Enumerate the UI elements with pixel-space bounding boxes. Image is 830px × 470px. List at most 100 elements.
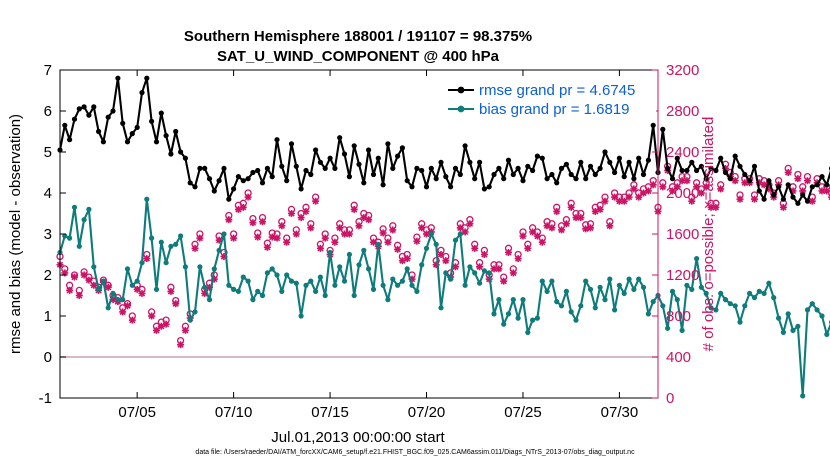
obs-assimilated-marker (152, 326, 160, 334)
rmse-point (428, 165, 434, 171)
rmse-point (761, 196, 767, 202)
obs-assimilated-marker (138, 289, 146, 297)
rmse-point (472, 176, 478, 182)
rmse-point (713, 167, 719, 174)
right-tick-label: 3200 (666, 62, 699, 79)
rmse-point (438, 159, 444, 165)
bias-point (505, 311, 512, 317)
rmse-point (824, 182, 830, 188)
rmse-point (486, 184, 492, 190)
bias-point (626, 276, 632, 282)
bias-point (698, 284, 705, 290)
obs-assimilated-marker (683, 177, 691, 185)
obs-assimilated-marker (162, 320, 170, 328)
rmse-point (231, 186, 237, 192)
bias-point (684, 282, 690, 288)
bias-point (182, 264, 188, 270)
rmse-point (308, 171, 314, 178)
bias-point (428, 231, 434, 237)
bias-point (549, 278, 555, 284)
bias-point (486, 270, 492, 276)
legend: rmse grand pr = 4.6745 bias grand pr = 1… (438, 77, 656, 121)
rmse-point (597, 165, 603, 171)
bias-point (477, 280, 483, 286)
chart-subtitle: SAT_U_WIND_COMPONENT @ 400 hPa (217, 48, 500, 65)
rmse-point (631, 176, 637, 182)
bias-point (660, 303, 666, 309)
bias-point (327, 249, 333, 256)
rmse-point (505, 157, 512, 163)
bias-point (308, 278, 314, 284)
rmse-point (771, 192, 777, 198)
bias-point (356, 262, 362, 268)
obs-assimilated-marker (177, 341, 185, 349)
bias-point (211, 266, 217, 272)
bias-point (621, 290, 627, 296)
bias-point (722, 297, 729, 303)
bias-point (96, 286, 102, 292)
bias-point (395, 282, 401, 288)
rmse-point (814, 182, 820, 188)
bias-point (178, 233, 184, 239)
obs-assimilated-marker (630, 185, 638, 193)
rmse-point (332, 165, 338, 171)
bias-point (129, 282, 135, 288)
rmse-point (558, 165, 565, 171)
bias-point (751, 295, 758, 301)
obs-assimilated-marker (104, 283, 112, 291)
obs-assimilated-marker (760, 181, 768, 189)
rmse-point (607, 159, 613, 165)
rmse-point (462, 143, 468, 149)
rmse-point (737, 163, 743, 169)
obs-assimilated-marker (784, 169, 792, 176)
bias-point (163, 260, 169, 266)
rmse-point (563, 161, 570, 167)
rmse-point (530, 167, 536, 174)
obs-assimilated-marker (307, 224, 315, 232)
bias-point (650, 299, 656, 305)
rmse-point (361, 180, 367, 186)
rmse-point (496, 165, 502, 171)
bias-point (284, 272, 290, 278)
bias-point (240, 274, 246, 280)
rmse-point (660, 126, 666, 132)
obs-assimilated-marker (451, 263, 459, 271)
rmse-point (448, 184, 454, 190)
obs-assimilated-marker (302, 207, 310, 215)
rmse-point (703, 176, 709, 182)
obs-assimilated-marker (75, 292, 83, 299)
rmse-point (81, 104, 87, 110)
rmse-point (385, 141, 391, 147)
rmse-point (192, 184, 198, 190)
bias-point (197, 264, 203, 270)
bias-point (578, 303, 584, 309)
rmse-point (110, 108, 116, 114)
rmse-point (790, 194, 796, 200)
obs-assimilated-marker (225, 216, 233, 224)
bias-point (341, 278, 348, 284)
left-tick-label: 2 (44, 267, 52, 284)
rmse-point (515, 165, 521, 171)
rmse-point (621, 174, 627, 180)
rmse-point (795, 200, 801, 206)
rmse-point (785, 182, 791, 188)
bias-point (385, 297, 391, 303)
rmse-point (216, 178, 222, 184)
obs-assimilated-marker (673, 183, 681, 191)
rmse-point (168, 151, 174, 157)
bias-point (443, 270, 449, 276)
rmse-point (457, 171, 463, 178)
bias-point (804, 307, 811, 313)
bias-point (226, 282, 232, 288)
rmse-point (317, 159, 323, 165)
obs-assimilated-marker (181, 326, 189, 334)
bias-point (462, 282, 468, 288)
obs-assimilated-marker (823, 187, 830, 195)
rmse-point (669, 176, 676, 182)
obs-assimilated-marker (529, 228, 537, 236)
bias-point (472, 270, 478, 276)
bias-point (110, 290, 116, 296)
obs-assimilated-marker (167, 287, 175, 295)
obs-assimilated-marker (312, 197, 320, 205)
obs-assimilated-marker (355, 222, 363, 230)
